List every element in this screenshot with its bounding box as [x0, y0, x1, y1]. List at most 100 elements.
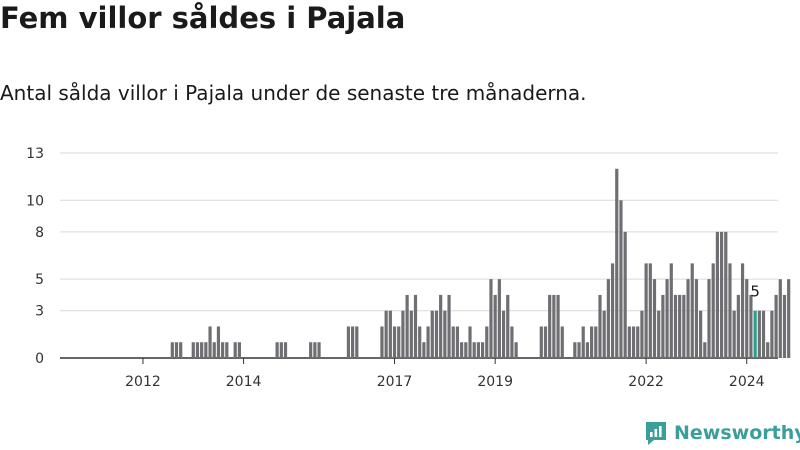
bar — [636, 326, 640, 358]
y-tick-label: 10 — [26, 193, 44, 209]
y-tick-label: 5 — [35, 272, 44, 288]
bar — [665, 279, 669, 358]
bar — [216, 326, 221, 358]
bar — [719, 231, 724, 358]
bar — [728, 263, 732, 358]
bar — [539, 326, 543, 358]
bar — [489, 279, 493, 358]
bar — [686, 279, 690, 358]
bar — [745, 279, 749, 358]
bar — [309, 342, 313, 358]
bar — [782, 294, 787, 358]
bar — [694, 279, 699, 358]
bar — [225, 342, 229, 358]
bar — [749, 294, 753, 358]
bar — [657, 310, 661, 358]
bar — [501, 310, 506, 358]
bar — [552, 294, 556, 358]
bar — [397, 326, 401, 358]
bar — [447, 294, 451, 358]
bar — [707, 279, 711, 358]
bar — [208, 326, 212, 358]
bar — [392, 326, 397, 358]
bar — [606, 279, 610, 358]
bar — [631, 326, 636, 358]
bar — [699, 310, 703, 358]
bar — [233, 342, 237, 358]
bar — [279, 342, 283, 358]
bar — [388, 310, 392, 358]
bar — [644, 263, 648, 358]
bar — [422, 342, 426, 358]
bar — [384, 310, 388, 358]
bar — [560, 326, 564, 358]
bar — [275, 342, 279, 358]
bar — [460, 342, 464, 358]
bar — [472, 342, 476, 358]
bar — [787, 279, 791, 358]
bar-chart: 5 0 3 5 8 10 13 2012 2014 2017 2019 2022 2024 — [26, 146, 791, 390]
bar — [485, 326, 489, 358]
bar — [493, 294, 497, 358]
bar — [770, 310, 774, 358]
bar — [577, 342, 581, 358]
bar — [434, 310, 439, 358]
bar — [678, 294, 682, 358]
bar — [673, 294, 678, 358]
bar — [640, 310, 644, 358]
bar — [195, 342, 200, 358]
bar — [418, 326, 422, 358]
x-tick-label: 2019 — [477, 374, 513, 390]
bar — [455, 326, 460, 358]
bar — [200, 342, 204, 358]
bar — [204, 342, 208, 358]
x-tick-label: 2017 — [377, 374, 413, 390]
bar — [690, 263, 694, 358]
bar — [602, 310, 606, 358]
y-axis-ticks: 0 3 5 8 10 13 — [26, 146, 44, 367]
x-axis-ticks: 2012 2014 2017 2019 2022 2024 — [125, 358, 765, 390]
bar — [766, 342, 770, 358]
bar — [732, 310, 736, 358]
bar — [581, 326, 585, 358]
bar — [682, 294, 686, 358]
highlight-bar — [753, 310, 757, 358]
y-tick-label: 13 — [26, 146, 44, 162]
bar — [740, 263, 745, 358]
bar — [401, 310, 405, 358]
newsworthy-logo-icon — [646, 422, 666, 445]
bar — [351, 326, 355, 358]
bar — [703, 342, 707, 358]
bar — [317, 342, 321, 358]
bar — [179, 342, 183, 358]
chart-title: Fem villor såldes i Pajala — [0, 1, 406, 35]
bar — [724, 231, 728, 358]
bar — [283, 342, 288, 358]
x-tick-label: 2014 — [226, 374, 262, 390]
bar — [543, 326, 548, 358]
chart-subtitle: Antal sålda villor i Pajala under de sen… — [0, 81, 587, 105]
bar — [480, 342, 485, 358]
bar — [451, 326, 455, 358]
newsworthy-logo: Newsworthy — [644, 420, 800, 446]
bar — [426, 326, 430, 358]
bar — [669, 263, 673, 358]
bar — [514, 342, 518, 358]
bar — [652, 279, 657, 358]
bar — [623, 231, 627, 358]
y-tick-label: 8 — [35, 225, 44, 241]
bar — [443, 310, 447, 358]
bar — [174, 342, 179, 358]
bar — [380, 326, 384, 358]
bar — [464, 342, 468, 358]
bar — [497, 279, 501, 358]
bar — [237, 342, 241, 358]
bar — [556, 294, 560, 358]
bar — [774, 294, 778, 358]
bar — [661, 294, 665, 358]
bar — [430, 310, 434, 358]
bar — [648, 263, 652, 358]
bar — [715, 231, 719, 358]
bar — [711, 263, 715, 358]
bar — [313, 342, 317, 358]
